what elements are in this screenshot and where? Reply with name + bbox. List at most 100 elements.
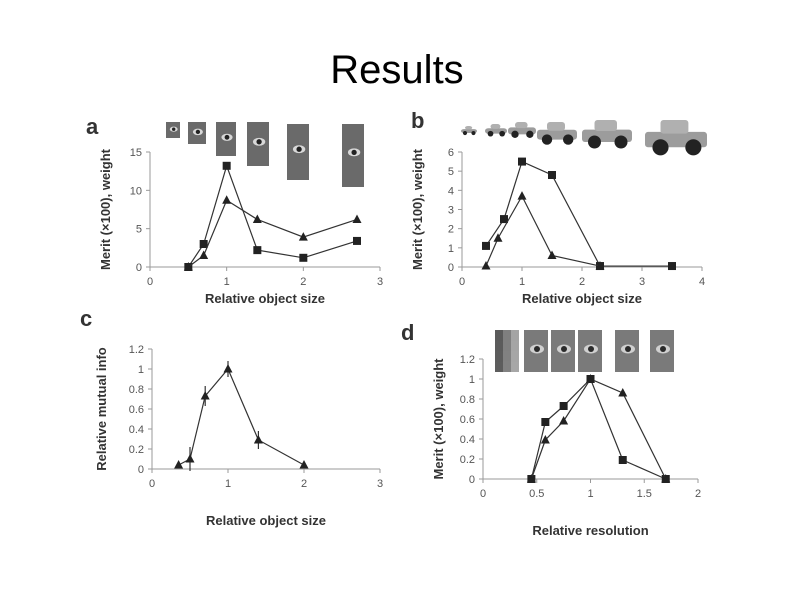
panel-c-x-tick-label: 2 — [301, 478, 307, 490]
resolution-eye-pixel — [503, 361, 511, 372]
panel-a-thumbnails — [166, 122, 364, 187]
panel-a-triangle-marker — [252, 214, 262, 223]
panel-a-x-tick-label: 0 — [147, 276, 153, 288]
panel-c-label: c — [80, 306, 92, 331]
panel-b-x-tick-label: 2 — [579, 276, 585, 288]
car-thumbnail-roof — [515, 122, 528, 129]
panel-a-chart: a 0 1 2 3 0 5 10 15 Relative object size Merit (×… — [86, 114, 383, 306]
car-thumbnail-wheel — [652, 139, 669, 156]
panel-c-triangle-marker — [200, 391, 210, 400]
eye-thumbnail-pupil — [296, 146, 302, 152]
panel-c-y-tick-label: 0.4 — [129, 424, 144, 436]
panel-a-square-marker — [353, 236, 361, 245]
panel-a-triangle-marker — [199, 250, 209, 259]
panel-d-series-merit-line — [530, 377, 666, 480]
panel-b-triangle-marker — [481, 261, 491, 270]
resolution-eye-pixel — [511, 351, 519, 362]
panel-a-square-marker — [199, 240, 208, 248]
panel-c-y-tick-label: 0.2 — [129, 444, 144, 456]
panel-c-triangle-marker — [185, 454, 195, 463]
panel-b-x-tick-label: 3 — [639, 276, 645, 288]
panel-d-triangle-marker — [618, 388, 628, 397]
eye-thumbnail-pupil — [256, 139, 262, 145]
resolution-eye-pupil — [534, 346, 540, 352]
resolution-eye-pupil — [561, 346, 567, 352]
panel-b-x-tick-label: 0 — [459, 276, 465, 288]
panel-d-chart: d 0 0.5 1 1.5 2 0 0.2 0.4 0.6 0.8 1 1.2 Relative res… — [401, 320, 701, 538]
car-thumbnail-roof — [465, 126, 473, 130]
panel-d-y-tick-label: 0.8 — [460, 394, 475, 406]
car-thumbnail-roof — [547, 122, 565, 131]
panel-a-square-marker — [222, 161, 231, 170]
panel-c-y-tick-label: 0 — [138, 464, 144, 476]
panel-b-square-marker — [482, 241, 490, 250]
panel-d-triangle-marker — [586, 374, 595, 383]
panel-d-triangle-marker — [559, 416, 569, 425]
resolution-eye-pupil — [660, 346, 666, 352]
resolution-eye-pixel — [495, 361, 503, 372]
panel-b-triangle-marker — [547, 250, 557, 259]
panel-d-y-label: Merit (×100), weight — [431, 358, 446, 480]
car-thumbnail-wheel — [471, 130, 476, 136]
resolution-eye-pixel — [511, 340, 519, 351]
panel-c-x-tick-label: 3 — [377, 478, 383, 490]
car-thumbnail-wheel — [563, 134, 574, 145]
panel-c-y-tick-label: 0.6 — [129, 404, 144, 416]
panel-c-y-tick-label: 1 — [138, 364, 144, 376]
eye-thumbnail-pupil — [351, 149, 357, 155]
car-thumbnail-wheel — [588, 135, 601, 149]
panel-d-x-tick-label: 2 — [695, 488, 701, 500]
panel-a-y-tick-label: 5 — [136, 224, 142, 236]
resolution-eye-pixel — [511, 361, 519, 372]
panel-c-triangle-marker — [174, 460, 184, 469]
resolution-eye-pixel — [503, 330, 511, 341]
resolution-eye-pupil — [625, 346, 631, 352]
panel-d-series-weight-line — [530, 378, 667, 480]
panel-b-y-label: Merit (×100), weight — [410, 148, 425, 270]
car-thumbnail-wheel — [541, 134, 553, 145]
resolution-eye-pixel — [511, 330, 519, 341]
panel-a-x-label: Relative object size — [205, 291, 325, 306]
panel-a-square-marker — [299, 253, 308, 262]
panel-b-x-tick-label: 1 — [519, 276, 525, 288]
panel-b-x-tick-label: 4 — [699, 276, 705, 288]
panel-b-series-weight-line — [485, 194, 601, 267]
panel-b-y-tick-label: 5 — [448, 166, 454, 178]
panel-c-y-label: Relative mutual info — [94, 347, 109, 471]
car-thumbnail-wheel — [499, 130, 506, 137]
panel-a-triangle-marker — [352, 214, 362, 223]
panel-a-series-merit-line — [187, 163, 358, 268]
panel-d-x-tick-label: 0 — [480, 488, 486, 500]
panel-b-triangle-marker — [517, 191, 527, 200]
car-thumbnail-wheel — [526, 130, 534, 138]
resolution-eye-pixel — [495, 340, 503, 351]
panel-b-triangle-marker — [493, 233, 503, 242]
panel-d-x-tick-label: 0.5 — [529, 488, 544, 500]
panel-b-square-marker — [500, 215, 508, 224]
panel-b-thumbnails — [461, 120, 707, 156]
panel-d-y-tick-label: 0.4 — [460, 434, 475, 446]
panel-d-y-tick-label: 0.6 — [460, 414, 475, 426]
panel-c-chart: c 0 1 2 3 0 0.2 0.4 0.6 0.8 1 1.2 Relative object s… — [80, 306, 383, 528]
panel-c-x-label: Relative object size — [206, 513, 326, 528]
panel-d-y-tick-label: 1.2 — [460, 354, 475, 366]
eye-thumbnail-pupil — [195, 129, 201, 135]
panel-a-triangle-marker — [183, 262, 193, 271]
slide-title: Results — [330, 48, 464, 92]
car-thumbnail-wheel — [614, 135, 628, 149]
panel-b-label: b — [411, 108, 424, 133]
resolution-eye-pixel — [503, 340, 511, 351]
eye-thumbnail-pupil — [224, 134, 230, 140]
panel-d-square-marker — [559, 402, 568, 410]
car-thumbnail-wheel — [685, 139, 702, 156]
panel-b-y-tick-label: 4 — [448, 185, 454, 197]
panel-d-square-marker — [541, 418, 550, 426]
panel-a-square-marker — [253, 246, 262, 255]
resolution-eye-pupil — [588, 346, 594, 352]
panel-b-y-tick-label: 3 — [448, 205, 454, 217]
panel-b-square-marker — [668, 262, 676, 271]
panel-d-x-label: Relative resolution — [532, 523, 648, 538]
panel-d-triangle-marker — [661, 474, 671, 483]
panel-d-y-tick-label: 1 — [469, 374, 475, 386]
panel-a-x-tick-label: 2 — [300, 276, 306, 288]
